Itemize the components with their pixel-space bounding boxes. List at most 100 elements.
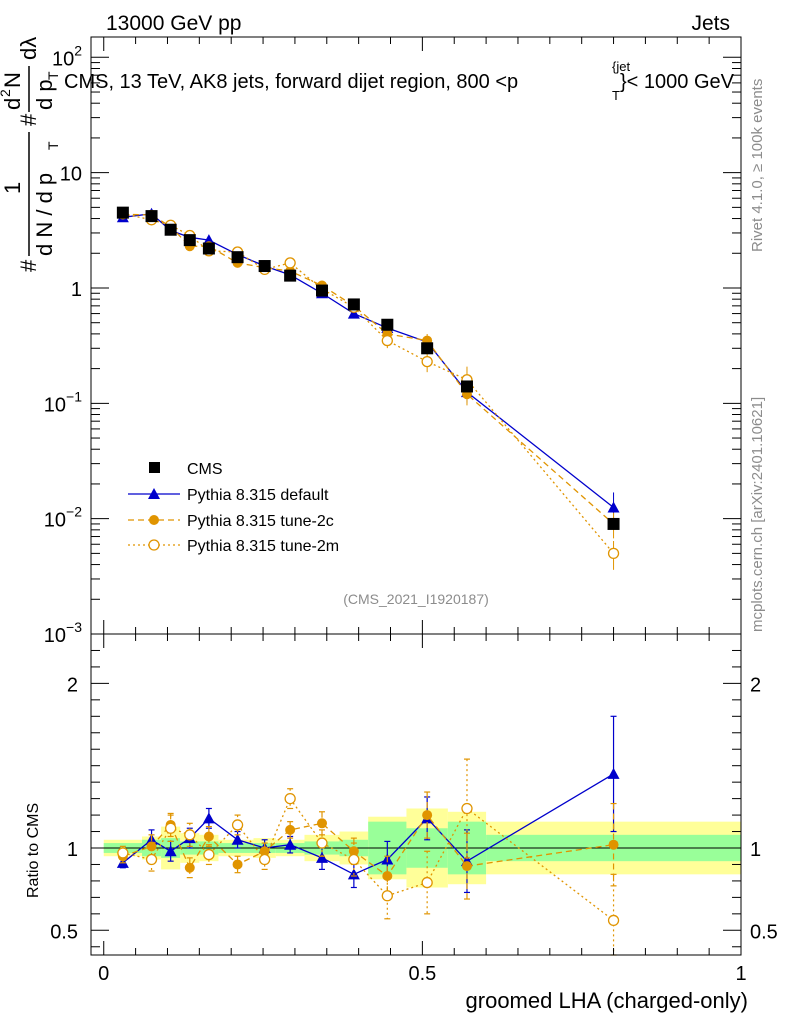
main-y-tick-base: 10: [60, 164, 82, 186]
legend-marker-tune-2c: [149, 515, 159, 525]
plot-title-p: p: [507, 71, 518, 93]
ratio-point-pythia-8-315-tune-2c: [422, 810, 433, 821]
main-y-tick-exp: −1: [66, 388, 82, 404]
y-axis-label-dlambda: dλ: [16, 37, 41, 60]
y-axis-label-one: 1: [0, 182, 25, 194]
main-y-tick-label: 10−2: [44, 504, 82, 532]
cms-point: [183, 234, 196, 247]
main-point-pythia-8-315-tune-2m: [421, 355, 433, 368]
main-y-tick-label: 10−3: [44, 619, 82, 647]
ratio-y-tick-label-right: 2: [750, 674, 761, 696]
ratio-point-pythia-8-315-tune-2c: [348, 846, 359, 857]
ratio-point-pythia-8-315-default: [231, 833, 244, 845]
ratio-point-pythia-8-315-tune-2m: [421, 876, 433, 889]
main-point-pythia-8-315-default: [347, 307, 360, 319]
y-axis-label-denominator-sub: T: [45, 141, 61, 150]
main-y-tick-label: 10: [60, 164, 82, 186]
ratio-point-pythia-8-315-tune-2m: [165, 822, 177, 834]
main-y-tick-base: 10: [44, 625, 66, 647]
plot-title-main: CMS, 13 TeV, AK8 jets, forward dijet reg…: [64, 71, 507, 93]
ratio-point-pythia-8-315-tune-2m: [117, 847, 129, 859]
legend-marker-cms: [149, 462, 160, 473]
legend-label-tune-2m: Pythia 8.315 tune-2m: [187, 538, 339, 555]
ratio-point-pythia-8-315-tune-2c: [317, 818, 328, 829]
ratio-point-pythia-8-315-default: [164, 845, 177, 857]
x-tick-label: 1: [735, 963, 746, 985]
ratio-point-pythia-8-315-tune-2m: [316, 837, 328, 849]
ratio-y-axis-label: Ratio to CMS: [25, 803, 42, 898]
cms-point: [258, 260, 271, 273]
plot-title-after: }< 1000 GeV: [620, 71, 735, 93]
ratio-point-pythia-8-315-tune-2m: [381, 890, 393, 902]
ratio-point-pythia-8-315-tune-2m: [607, 914, 620, 927]
main-x-ticks: [103, 37, 742, 634]
main-y-tick-exp: −2: [66, 504, 82, 520]
ratio-point-pythia-8-315-tune-2m: [231, 819, 244, 831]
ratio-point-pythia-8-315-default: [202, 812, 215, 824]
ratio-point-pythia-8-315-tune-2m: [461, 802, 473, 815]
ratio-point-pythia-8-315-tune-2m: [284, 792, 296, 805]
y-axis-label-hash-2: #: [16, 113, 41, 126]
ratio-point-pythia-8-315-tune-2c: [146, 841, 157, 852]
ratio-y-ticks: 0.5 0.5 1 1 2 2: [50, 649, 778, 948]
cms-point: [202, 242, 215, 255]
ratio-panel: 0.5 0.51 12 2 0 0.5 1: [50, 633, 778, 985]
main-y-tick-label: 1: [71, 279, 82, 301]
ratio-point-pythia-8-315-tune-2m: [184, 829, 196, 841]
cms-point: [607, 517, 620, 530]
ratio-y-tick-label-right: 0.5: [750, 921, 778, 943]
main-y-tick-exp: 2: [74, 42, 82, 58]
ratio-series: [116, 715, 620, 956]
main-point-pythia-8-315-tune-2m: [607, 547, 620, 560]
legend-label-default: Pythia 8.315 default: [187, 487, 329, 504]
ratio-y-tick-label: 1: [67, 839, 78, 861]
cms-point: [381, 318, 394, 331]
y-axis-label-dp-sub: T: [45, 71, 61, 80]
ratio-y-tick-label-right: 1: [750, 839, 761, 861]
y-axis-label-hash-1: #: [16, 259, 41, 272]
y-axis-label-denominator: d N / d p: [32, 173, 57, 256]
ratio-point-pythia-8-315-tune-2m: [145, 853, 158, 866]
cms-point: [231, 251, 244, 264]
ratio-point-pythia-8-315-tune-2c: [232, 859, 243, 870]
legend-marker-tune-2m: [148, 539, 160, 551]
plot-title: CMS, 13 TeV, AK8 jets, forward dijet reg…: [64, 71, 518, 93]
main-point-pythia-8-315-default: [607, 501, 620, 513]
ratio-y-tick-label: 0.5: [50, 921, 78, 943]
x-tick-label: 0.5: [408, 963, 436, 985]
legend: CMS Pythia 8.315 default Pythia 8.315 tu…: [128, 461, 339, 555]
ratio-point-pythia-8-315-default: [284, 838, 297, 850]
y-axis-label: # 1 d N / d p T # d p T d 2 N dλ: [0, 37, 61, 272]
header-left: 13000 GeV pp: [106, 12, 241, 35]
legend-marker-default: [148, 488, 160, 499]
main-y-tick-exp: −3: [66, 619, 82, 635]
rivet-label: Rivet 4.1.0, ≥ 100k events: [749, 79, 766, 252]
ratio-y-tick-label: 2: [67, 674, 78, 696]
ratio-plot-frame: [90, 633, 742, 956]
legend-label-cms: CMS: [187, 461, 223, 478]
ratio-point-pythia-8-315-default: [607, 767, 620, 779]
main-y-tick-label: 10−1: [44, 388, 82, 416]
plot-title-sub: T: [612, 88, 620, 103]
ratio-line-pythia-8-315-tune-2c: [122, 813, 614, 877]
y-axis-label-d: d: [0, 98, 25, 110]
ratio-point-pythia-8-315-tune-2c: [461, 861, 472, 872]
cms-point: [116, 206, 129, 219]
cms-point: [145, 210, 158, 223]
plot-title-sup: {jet: [612, 59, 630, 74]
main-y-tick-base: 1: [71, 279, 82, 301]
ratio-x-ticks: 0 0.5 1: [98, 634, 747, 985]
legend-label-tune-2c: Pythia 8.315 tune-2c: [187, 513, 334, 530]
cms-point: [460, 380, 473, 393]
main-point-pythia-8-315-tune-2m: [284, 257, 296, 269]
cms-point: [284, 269, 297, 282]
ratio-line-pythia-8-315-tune-2m: [122, 797, 614, 921]
cms-point: [316, 284, 329, 297]
main-y-tick-base: 10: [52, 48, 74, 70]
cms-point: [164, 223, 177, 236]
main-y-tick-label: 102: [52, 42, 82, 70]
ratio-point-pythia-8-315-default: [316, 851, 329, 863]
ratio-point-pythia-8-315-tune-2m: [203, 848, 215, 861]
